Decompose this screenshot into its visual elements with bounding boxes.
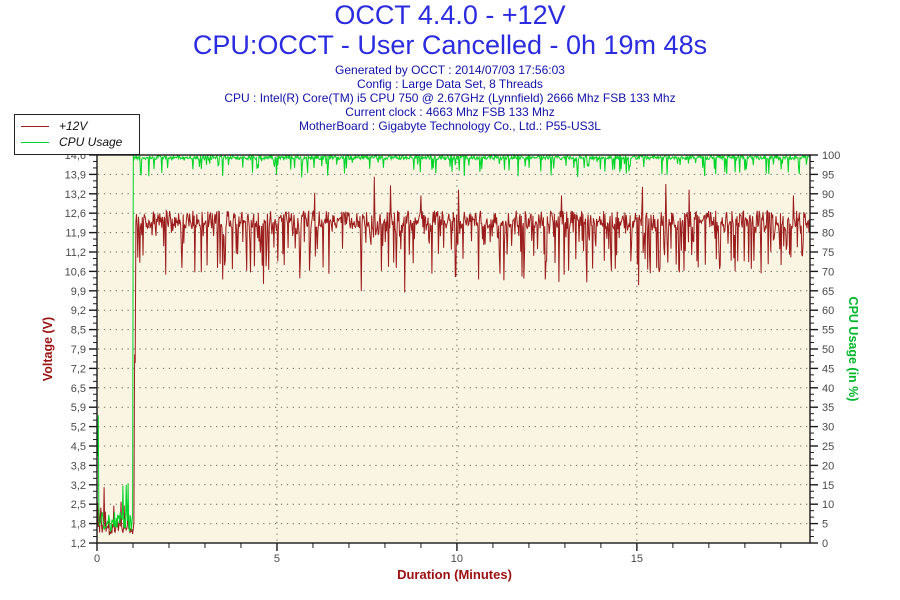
y-left-tick-label: 11,2 [65,247,86,259]
report-title: OCCT 4.4.0 - +12V [334,0,566,30]
plot-area-border [96,154,811,544]
y-right-tick-label: 80 [822,228,834,240]
y-right-tick-label: 15 [822,480,834,492]
y-left-tick-label: 11,9 [65,228,86,240]
y-right-tick-label: 40 [822,383,834,395]
report-meta: Generated by OCCT : 2014/07/03 17:56:03 … [0,63,900,133]
legend-item-voltage: +12V [21,118,133,134]
meta-motherboard-line: MotherBoard : Gigabyte Technology Co., L… [299,119,601,133]
meta-generated-line: Generated by OCCT : 2014/07/03 17:56:03 [335,63,565,77]
voltage-line-swatch [21,125,49,127]
chart-legend: +12V CPU Usage [14,114,140,155]
meta-clock-line: Current clock : 4663 Mhz FSB 133 Mhz [345,105,555,119]
y-right-tick-label: 60 [822,305,834,317]
y-left-tick-label: 5,9 [71,402,86,414]
cpu-usage-line-swatch [21,141,49,143]
y-right-tick-label: 65 [822,286,834,298]
x-axis-title: Duration (Minutes) [397,567,512,582]
legend-item-cpu-usage: CPU Usage [21,134,133,150]
x-tick-label: 15 [631,553,643,565]
y-right-tick-label: 95 [822,169,834,181]
y-right-tick-label: 70 [822,266,834,278]
y-right-tick-label: 20 [822,460,834,472]
report-status-title: CPU:OCCT - User Cancelled - 0h 19m 48s [192,30,708,60]
x-tick-label: 10 [451,553,463,565]
y-left-tick-label: 6,5 [71,383,86,395]
y-left-tick-label: 8,5 [71,325,86,337]
y-left-tick-label: 10,6 [65,266,86,278]
meta-config-line: Config : Large Data Set, 8 Threads [357,77,543,91]
y-right-axis-title: CPU Usage (in %) [846,297,860,402]
y-right-tick-label: 50 [822,344,834,356]
y-right-tick-label: 25 [822,441,834,453]
y-right-tick-label: 100 [822,150,840,162]
y-right-tick-label: 85 [822,208,834,220]
x-tick-label: 5 [274,553,280,565]
y-left-tick-label: 5,2 [71,422,86,434]
y-right-tick-label: 90 [822,189,834,201]
y-left-tick-label: 9,2 [71,305,86,317]
report-header: OCCT 4.4.0 - +12V CPU:OCCT - User Cancel… [0,0,900,133]
y-left-tick-label: 3,2 [71,480,86,492]
y-left-tick-label: 4,5 [71,441,86,453]
y-left-tick-label: 1,8 [71,519,86,531]
y-left-tick-label: 2,5 [71,499,86,511]
legend-label-cpu-usage: CPU Usage [59,135,123,149]
y-left-tick-label: 7,2 [71,363,86,375]
y-right-tick-label: 75 [822,247,834,259]
y-left-tick-label: 1,2 [71,538,86,550]
y-right-tick-label: 10 [822,499,834,511]
y-left-tick-label: 13,9 [65,169,86,181]
y-right-tick-label: 0 [822,538,828,550]
y-right-tick-label: 5 [822,519,828,531]
y-right-tick-label: 45 [822,363,834,375]
y-right-tick-label: 30 [822,422,834,434]
y-left-tick-label: 12,6 [65,208,86,220]
y-right-tick-label: 35 [822,402,834,414]
y-left-axis-title: Voltage (V) [41,317,55,381]
legend-label-voltage: +12V [59,119,88,133]
x-tick-label: 0 [94,553,100,565]
y-left-tick-label: 3,8 [71,460,86,472]
meta-cpu-line: CPU : Intel(R) Core(TM) i5 CPU 750 @ 2.6… [224,91,676,105]
y-left-tick-label: 9,9 [71,286,86,298]
y-right-tick-label: 55 [822,325,834,337]
y-left-tick-label: 7,9 [71,344,86,356]
cpu-usage-series-line [96,153,811,533]
voltage-series-line [96,176,811,536]
y-left-tick-label: 13,2 [65,189,86,201]
